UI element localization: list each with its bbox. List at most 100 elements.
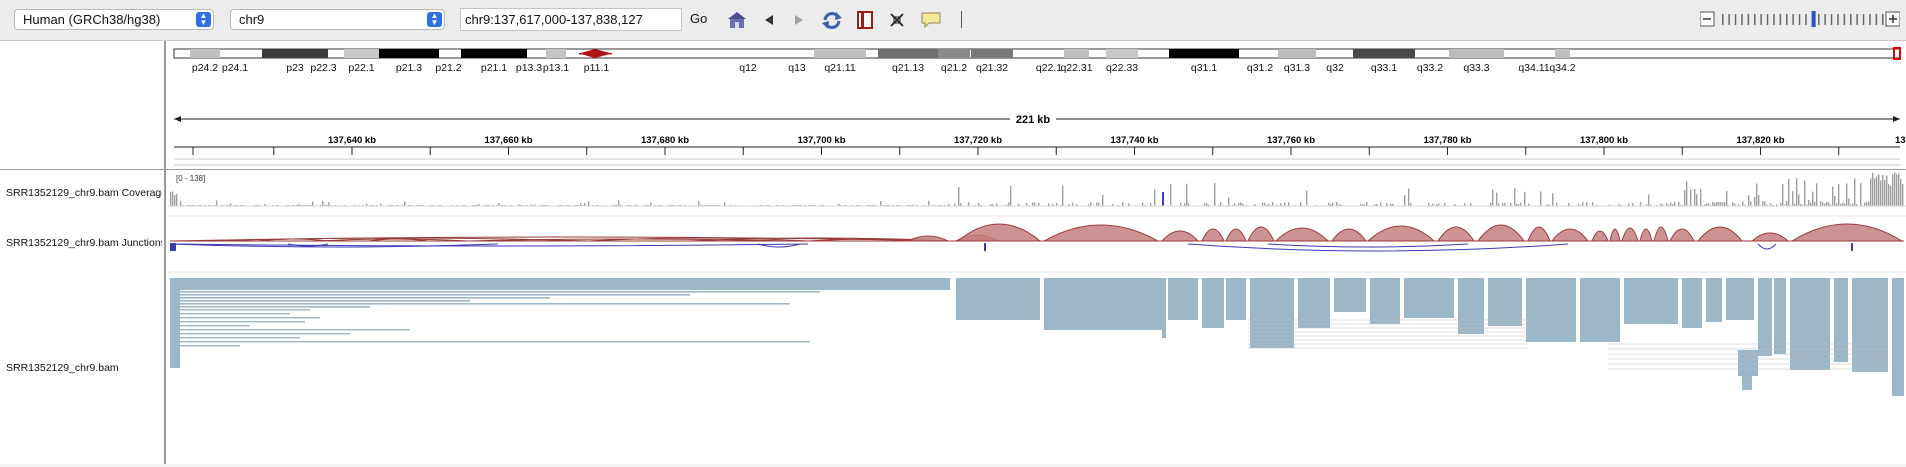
coverage-bar xyxy=(1722,202,1724,206)
zoom-tick[interactable] xyxy=(1856,14,1858,25)
coverage-bar xyxy=(1502,202,1504,206)
coverage-bar xyxy=(1838,184,1840,206)
coverage-bar xyxy=(180,200,182,206)
ruler-tick-label: 137,760 kb xyxy=(1267,135,1315,146)
popup-text-icon[interactable] xyxy=(920,10,942,30)
band-label-p22.3: p22.3 xyxy=(310,62,336,74)
junction-track[interactable] xyxy=(169,223,1904,252)
chromosome-ideogram[interactable]: p24.2 p24.1 p23 p22.3 p22.1 p21.3 p21.2 p21.1 p1… xyxy=(173,47,1901,74)
zoom-tick[interactable] xyxy=(1824,14,1826,25)
junction-arc-minus xyxy=(287,243,329,247)
zoom-tick[interactable] xyxy=(1850,14,1852,25)
coverage-bar xyxy=(1408,188,1410,206)
zoom-tick[interactable] xyxy=(1882,14,1884,25)
zoom-tick[interactable] xyxy=(1722,14,1724,25)
zoom-tick[interactable] xyxy=(1734,14,1737,25)
coverage-bar xyxy=(1122,202,1124,206)
coverage-range-label: [0 - 138] xyxy=(176,174,205,183)
junction-arc xyxy=(1042,224,1160,242)
zoom-tick[interactable] xyxy=(1779,14,1782,25)
forward-icon[interactable] xyxy=(792,10,806,30)
locus-input[interactable]: chr9:137,617,000-137,838,127 xyxy=(460,8,682,31)
zoom-tick[interactable] xyxy=(1766,14,1769,25)
coverage-bar xyxy=(1262,202,1264,206)
coverage-bar xyxy=(1376,203,1378,206)
alignment-track[interactable] xyxy=(170,278,1904,396)
coverage-bar xyxy=(1672,204,1674,206)
band-label-p24.1: p24.1 xyxy=(222,62,248,74)
go-button[interactable]: Go xyxy=(690,11,708,26)
coverage-bar xyxy=(1754,197,1756,206)
read-row xyxy=(170,300,470,302)
read-pileup xyxy=(1404,278,1454,318)
zoom-tick[interactable] xyxy=(1837,14,1839,25)
genome-select-value: Human (GRCh38/hg38) xyxy=(23,12,161,27)
coverage-bar xyxy=(1032,202,1034,206)
read-row xyxy=(170,291,820,293)
back-icon[interactable] xyxy=(762,10,776,30)
coverage-bar xyxy=(1670,202,1672,206)
band-label-q21.2: q21.2 xyxy=(941,62,967,74)
coverage-bar xyxy=(1524,191,1526,206)
coverage-bar xyxy=(1804,180,1806,206)
zoom-tick[interactable] xyxy=(1862,14,1865,25)
coverage-bar xyxy=(1890,185,1892,206)
coverage-bar xyxy=(1660,203,1662,206)
zoom-tick[interactable] xyxy=(1792,14,1794,25)
coverage-bar xyxy=(1338,204,1340,206)
zoom-tick[interactable] xyxy=(1818,14,1820,25)
coverage-bar xyxy=(636,204,638,206)
genome-select[interactable]: Human (GRCh38/hg38) ▲ ▼ xyxy=(14,9,214,30)
zoom-tick[interactable] xyxy=(1741,14,1743,25)
home-icon[interactable] xyxy=(726,10,748,30)
ideogram-band-q21.11 xyxy=(814,49,866,58)
read-pileup xyxy=(1580,278,1620,342)
resize-icon[interactable] xyxy=(888,10,906,30)
coverage-track[interactable] xyxy=(168,172,1906,207)
coverage-bar xyxy=(498,203,500,206)
coverage-bar xyxy=(1812,191,1814,206)
chromosome-select[interactable]: chr9 ▲ ▼ xyxy=(230,9,445,30)
current-region-marker[interactable] xyxy=(1893,47,1901,60)
zoom-tick[interactable] xyxy=(1843,14,1846,25)
zoom-tick[interactable] xyxy=(1798,14,1801,25)
coverage-bar xyxy=(1516,204,1518,206)
coverage-bar xyxy=(1792,191,1794,206)
zoom-tick[interactable] xyxy=(1760,14,1762,25)
junction-arc xyxy=(1437,226,1475,242)
coverage-bar xyxy=(1454,204,1456,206)
ruler-tick-label: 137,740 kb xyxy=(1110,135,1158,146)
coverage-bar xyxy=(1650,204,1652,206)
ruler[interactable]: 221 kb 137,640 kb 137,660 kb 137,680 kb 137… xyxy=(174,112,1906,166)
zoom-tick[interactable] xyxy=(1875,14,1878,25)
zoom-slider[interactable] xyxy=(1700,10,1900,30)
coverage-bar xyxy=(1380,202,1382,206)
coverage-bar xyxy=(698,201,700,206)
refresh-icon[interactable] xyxy=(820,10,844,30)
zoom-tick[interactable] xyxy=(1728,14,1730,25)
read-row xyxy=(170,325,250,327)
coverage-bar xyxy=(1518,204,1520,206)
centromere-line xyxy=(579,53,612,55)
coverage-bar xyxy=(1072,202,1074,206)
alignment-track-name[interactable]: SRR1352129_chr9.bam xyxy=(6,362,119,374)
coverage-bar xyxy=(1264,202,1266,206)
zoom-tick[interactable] xyxy=(1747,14,1750,25)
coverage-track-name[interactable]: SRR1352129_chr9.bam Coverage xyxy=(6,187,162,199)
region-icon[interactable] xyxy=(856,10,874,30)
zoom-tick[interactable] xyxy=(1805,14,1807,25)
read-row xyxy=(170,333,350,335)
zoom-tick[interactable] xyxy=(1773,14,1775,25)
zoom-tick[interactable] xyxy=(1754,14,1756,25)
coverage-bar xyxy=(1038,203,1040,206)
coverage-bar xyxy=(1808,199,1810,206)
zoom-tick[interactable] xyxy=(1786,14,1788,25)
zoom-tick[interactable] xyxy=(1869,14,1871,25)
span-label: 221 kb xyxy=(1016,114,1051,126)
zoom-tick[interactable] xyxy=(1830,14,1833,25)
junction-track-name[interactable]: SRR1352129_chr9.bam Junctions xyxy=(6,237,162,249)
coverage-bar xyxy=(1008,202,1010,206)
junction-arc xyxy=(1609,228,1621,242)
zoom-level-indicator[interactable] xyxy=(1811,11,1816,27)
coverage-bar xyxy=(1788,178,1790,206)
